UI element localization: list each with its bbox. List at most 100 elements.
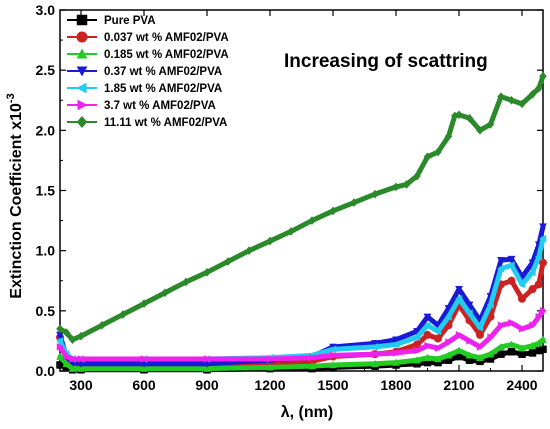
- data-point: [413, 171, 421, 181]
- data-point: [62, 328, 71, 337]
- data-point: [444, 312, 452, 321]
- data-point: [77, 364, 85, 372]
- data-point: [140, 299, 148, 309]
- data-point: [497, 321, 506, 330]
- y-axis-title: Extinction Coefficient x10: [8, 103, 25, 299]
- data-point: [487, 333, 495, 342]
- data-point: [465, 301, 474, 309]
- x-tick-label: 900: [195, 377, 219, 393]
- legend-item: 0.037 wt % AMF02/PVA: [67, 31, 229, 44]
- data-point: [534, 252, 543, 261]
- data-point: [371, 189, 379, 199]
- data-point: [371, 340, 379, 348]
- series-layer: [55, 71, 548, 374]
- legend-marker: [76, 31, 88, 43]
- data-point: [140, 364, 148, 372]
- data-point: [529, 321, 537, 330]
- data-point: [68, 364, 77, 372]
- data-point: [518, 294, 526, 303]
- series-6: [56, 306, 548, 363]
- data-point: [535, 312, 543, 321]
- legend-item: 0.185 wt % AMF02/PVA: [67, 48, 229, 61]
- data-point: [423, 313, 432, 321]
- data-point: [518, 350, 526, 358]
- data-point: [507, 276, 516, 285]
- data-point: [371, 350, 380, 359]
- y-tick-label: 2.5: [36, 62, 56, 78]
- data-point: [507, 255, 516, 264]
- data-point: [423, 321, 431, 330]
- y-tick-label: 1.5: [36, 183, 56, 199]
- legend-label: 0.37 wt % AMF02/PVA: [104, 66, 222, 78]
- data-point: [444, 351, 453, 359]
- data-point: [308, 362, 316, 370]
- legend-item: 0.37 wt % AMF02/PVA: [67, 66, 222, 78]
- data-point: [423, 330, 432, 339]
- data-point: [182, 277, 190, 287]
- data-point: [287, 227, 295, 236]
- y-tick-label: 0.5: [36, 303, 56, 319]
- data-point: [507, 95, 516, 105]
- y-tick-label: 3.0: [36, 2, 56, 18]
- data-point: [445, 338, 453, 347]
- data-point: [518, 99, 526, 109]
- data-point: [370, 343, 379, 351]
- data-point: [77, 355, 86, 363]
- data-point: [518, 324, 527, 333]
- data-point: [538, 234, 547, 243]
- data-point: [539, 223, 547, 231]
- data-point: [486, 119, 495, 129]
- data-point: [69, 355, 77, 363]
- legend-label: Pure PVA: [104, 15, 156, 27]
- legend-item: 1.85 wt % AMF02/PVA: [67, 82, 222, 95]
- data-point: [391, 340, 400, 349]
- data-point: [476, 343, 485, 351]
- series-7: [56, 71, 547, 345]
- data-point: [497, 350, 505, 358]
- legend-label: 11.11 wt % AMF02/PVA: [104, 117, 227, 129]
- data-point: [308, 353, 317, 362]
- data-point: [476, 353, 484, 361]
- data-point: [507, 261, 515, 270]
- data-point: [476, 330, 484, 339]
- data-point: [528, 89, 537, 99]
- legend-item: 11.11 wt % AMF02/PVA: [67, 115, 227, 129]
- y-tick-label: 0.0: [36, 363, 56, 379]
- data-point: [56, 352, 64, 360]
- data-point: [392, 349, 401, 357]
- data-point: [465, 113, 474, 123]
- x-tick-label: 2100: [443, 377, 474, 393]
- data-point: [371, 359, 379, 368]
- legend-marker: [76, 82, 87, 94]
- data-point: [392, 358, 400, 366]
- data-point: [329, 360, 337, 369]
- data-point: [507, 340, 516, 348]
- legend-marker: [76, 66, 88, 77]
- x-axis-title: λ, (nm): [281, 404, 333, 421]
- data-point: [56, 343, 65, 351]
- legend-marker: [76, 14, 88, 26]
- data-point: [63, 352, 71, 361]
- data-point: [413, 346, 422, 355]
- legend-label: 1.85 wt % AMF02/PVA: [104, 83, 222, 95]
- legend: Pure PVA 0.037 wt % AMF02/PVA 0.185 wt % A…: [67, 14, 229, 129]
- legend-label: 0.037 wt % AMF02/PVA: [104, 32, 229, 44]
- data-point: [517, 280, 526, 289]
- data-point: [466, 336, 474, 345]
- data-point: [528, 341, 537, 349]
- data-point: [413, 356, 421, 364]
- data-point: [433, 327, 442, 336]
- data-point: [266, 236, 274, 246]
- data-point: [423, 353, 432, 361]
- data-point: [507, 347, 516, 356]
- data-point: [465, 309, 473, 318]
- x-tick-label: 2400: [506, 377, 537, 393]
- annotation-text: Increasing of scattring: [284, 51, 488, 72]
- x-tick-label: 1200: [254, 377, 285, 393]
- data-point: [68, 335, 77, 345]
- data-point: [454, 294, 463, 303]
- data-point: [455, 285, 463, 294]
- data-point: [465, 351, 474, 359]
- y-tick-label: 1.0: [36, 243, 56, 259]
- data-point: [455, 330, 464, 339]
